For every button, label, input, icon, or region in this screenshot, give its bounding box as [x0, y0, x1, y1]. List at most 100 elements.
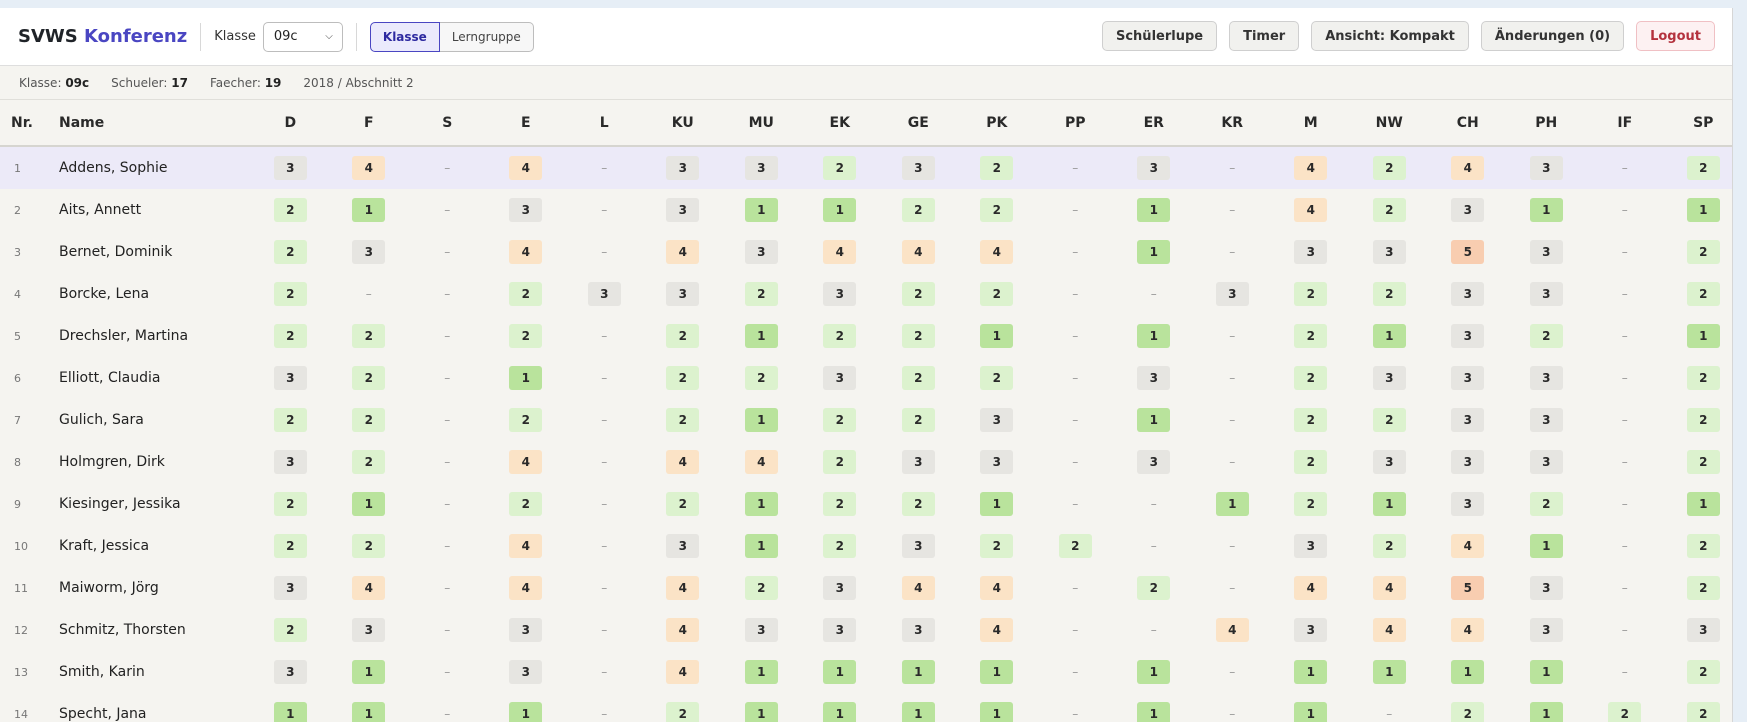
grade-cell[interactable]: –: [565, 441, 644, 483]
grade-cell[interactable]: 2: [1664, 525, 1732, 567]
grade-cell[interactable]: –: [408, 146, 487, 189]
grade-cell[interactable]: –: [1586, 189, 1665, 231]
grade-cell[interactable]: 4: [801, 231, 880, 273]
grade-cell[interactable]: –: [1586, 525, 1665, 567]
grade-cell[interactable]: –: [565, 231, 644, 273]
grade-cell[interactable]: 2: [801, 441, 880, 483]
grade-cell[interactable]: 3: [1507, 273, 1586, 315]
grade-cell[interactable]: 4: [330, 567, 409, 609]
grade-cell[interactable]: 2: [1664, 231, 1732, 273]
grade-cell[interactable]: 3: [1429, 357, 1508, 399]
grade-cell[interactable]: 2: [330, 315, 409, 357]
grade-cell[interactable]: 1: [722, 315, 801, 357]
grade-cell[interactable]: 2: [330, 525, 409, 567]
grade-cell[interactable]: –: [408, 273, 487, 315]
grade-cell[interactable]: 3: [1429, 483, 1508, 525]
grade-cell[interactable]: 3: [722, 231, 801, 273]
grade-cell[interactable]: 1: [722, 189, 801, 231]
grade-cell[interactable]: 4: [486, 146, 565, 189]
grade-cell[interactable]: 3: [330, 231, 409, 273]
grade-cell[interactable]: 3: [1272, 231, 1351, 273]
grade-cell[interactable]: 2: [801, 399, 880, 441]
grade-cell[interactable]: 2: [251, 189, 330, 231]
grade-cell[interactable]: 3: [801, 357, 880, 399]
grade-cell[interactable]: 2: [801, 525, 880, 567]
grade-cell[interactable]: 2: [487, 273, 566, 315]
grade-cell[interactable]: 3: [1193, 273, 1272, 315]
grade-cell[interactable]: 1: [1115, 315, 1194, 357]
grade-cell[interactable]: 1: [879, 693, 958, 722]
grade-cell[interactable]: 4: [329, 146, 408, 189]
grade-cell[interactable]: 3: [1350, 357, 1429, 399]
grade-cell[interactable]: 2: [722, 273, 801, 315]
grade-cell[interactable]: 3: [722, 609, 801, 651]
grade-cell[interactable]: 1: [958, 693, 1037, 722]
grade-cell[interactable]: 4: [1271, 146, 1350, 189]
grade-cell[interactable]: 3: [1115, 441, 1194, 483]
grade-cell[interactable]: 2: [801, 315, 880, 357]
grade-cell[interactable]: 3: [1507, 441, 1586, 483]
grade-cell[interactable]: –: [1586, 399, 1665, 441]
grade-cell[interactable]: 2: [1272, 273, 1351, 315]
student-name[interactable]: Aits, Annett: [59, 202, 142, 218]
grade-cell[interactable]: 4: [1272, 567, 1351, 609]
grade-cell[interactable]: 2: [644, 399, 723, 441]
grade-cell[interactable]: –: [565, 693, 644, 722]
grade-cell[interactable]: 1: [251, 693, 330, 722]
grade-cell[interactable]: 4: [644, 651, 723, 693]
grade-cell[interactable]: 2: [879, 357, 958, 399]
grade-cell[interactable]: 2: [1350, 189, 1429, 231]
student-name[interactable]: Holmgren, Dirk: [59, 454, 165, 470]
grade-cell[interactable]: 4: [1350, 609, 1429, 651]
grade-cell[interactable]: 2: [1664, 357, 1732, 399]
grade-cell[interactable]: 2: [251, 231, 330, 273]
grade-cell[interactable]: 2: [800, 146, 879, 189]
grade-cell[interactable]: 2: [1272, 315, 1351, 357]
grade-cell[interactable]: –: [1193, 441, 1272, 483]
grade-cell[interactable]: 2: [879, 273, 958, 315]
grade-cell[interactable]: 2: [1664, 693, 1732, 722]
grade-cell[interactable]: 3: [1350, 441, 1429, 483]
grade-cell[interactable]: 1: [879, 651, 958, 693]
grade-cell[interactable]: 5: [1429, 567, 1508, 609]
table-row[interactable]: 13 Smith, Karin 3 1 – 3 – 4 1 1 1 1 – 1 – 1 1 1 1 – 2: [0, 651, 1732, 693]
grade-cell[interactable]: –: [1036, 315, 1115, 357]
grade-cell[interactable]: 1: [1507, 189, 1586, 231]
grade-cell[interactable]: –: [565, 315, 644, 357]
grade-cell[interactable]: 3: [330, 609, 409, 651]
grade-cell[interactable]: 3: [879, 146, 958, 189]
grade-cell[interactable]: 3: [1507, 609, 1586, 651]
grade-cell[interactable]: 4: [644, 567, 723, 609]
grade-cell[interactable]: –: [408, 315, 487, 357]
grade-cell[interactable]: 3: [801, 567, 880, 609]
grade-cell[interactable]: 2: [1036, 525, 1115, 567]
grade-cell[interactable]: 1: [722, 399, 801, 441]
grade-cell[interactable]: –: [565, 567, 644, 609]
grade-cell[interactable]: 1: [1429, 651, 1508, 693]
grade-cell[interactable]: 2: [879, 189, 958, 231]
grade-cell[interactable]: 1: [1664, 189, 1732, 231]
student-name[interactable]: Maiworm, Jörg: [59, 580, 159, 596]
grade-cell[interactable]: 3: [879, 441, 958, 483]
grade-cell[interactable]: –: [565, 609, 644, 651]
grade-cell[interactable]: 1: [1507, 651, 1586, 693]
grade-cell[interactable]: 1: [1115, 189, 1194, 231]
grade-cell[interactable]: 2: [251, 609, 330, 651]
grade-cell[interactable]: 2: [1350, 525, 1429, 567]
grade-cell[interactable]: 3: [643, 146, 722, 189]
grade-cell[interactable]: 2: [1586, 693, 1665, 722]
grade-cell[interactable]: 2: [1350, 146, 1429, 189]
grade-cell[interactable]: –: [1115, 483, 1194, 525]
grade-cell[interactable]: 2: [1272, 483, 1351, 525]
grade-cell[interactable]: 2: [1429, 693, 1508, 722]
grade-cell[interactable]: –: [1193, 231, 1272, 273]
grade-cell[interactable]: 4: [1429, 525, 1508, 567]
grade-cell[interactable]: 1: [1664, 315, 1732, 357]
grade-cell[interactable]: –: [565, 651, 644, 693]
toggle-lerngruppe-button[interactable]: Lerngruppe: [439, 21, 534, 52]
grade-cell[interactable]: –: [1036, 357, 1115, 399]
table-row[interactable]: 6 Elliott, Claudia 3 2 – 1 – 2 2 3 2 2 – 3 – 2 3 3 3 – 2: [0, 357, 1732, 399]
grade-cell[interactable]: 1: [1115, 231, 1194, 273]
student-name[interactable]: Drechsler, Martina: [59, 328, 189, 344]
grade-cell[interactable]: 2: [1664, 399, 1732, 441]
